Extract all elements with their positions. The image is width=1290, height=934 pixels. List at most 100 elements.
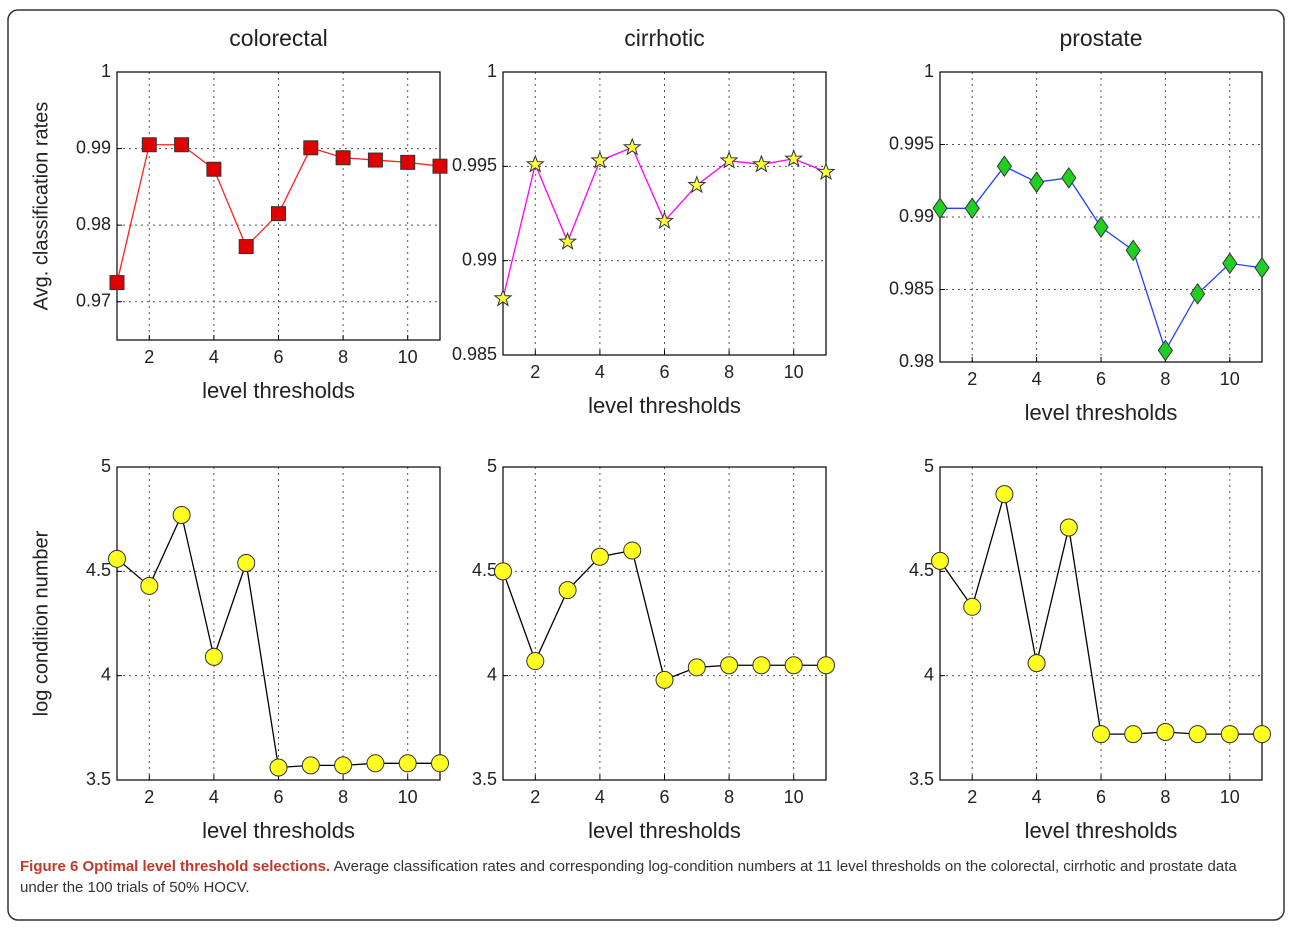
x-tick-label: 6 <box>1096 369 1106 389</box>
marker <box>622 137 642 156</box>
y-tick-label: 3.5 <box>909 769 934 789</box>
x-axis-label: level thresholds <box>1025 400 1178 425</box>
marker <box>964 197 980 220</box>
marker <box>271 206 286 222</box>
marker <box>817 656 835 675</box>
marker <box>1220 725 1239 744</box>
x-tick-label: 2 <box>144 347 154 367</box>
x-tick-label: 6 <box>1096 787 1106 807</box>
y-tick-label: 0.99 <box>462 249 497 269</box>
marker <box>784 148 804 167</box>
marker <box>335 150 351 166</box>
marker <box>558 581 577 600</box>
marker <box>655 670 674 689</box>
x-tick-label: 8 <box>1160 369 1170 389</box>
marker <box>816 162 836 181</box>
marker <box>1222 252 1238 275</box>
x-tick-label: 8 <box>338 787 348 807</box>
marker <box>1189 282 1206 305</box>
marker <box>493 288 513 307</box>
marker <box>687 175 707 194</box>
x-tick-label: 10 <box>398 347 418 367</box>
x-tick-label: 4 <box>209 787 219 807</box>
y-tick-label: 4.5 <box>909 560 934 580</box>
x-tick-label: 8 <box>724 362 734 382</box>
marker <box>654 211 675 230</box>
marker <box>174 137 190 153</box>
y-tick-label: 4 <box>487 664 497 684</box>
axes-box <box>116 466 441 781</box>
marker <box>206 161 222 177</box>
x-tick-label: 10 <box>784 787 804 807</box>
marker <box>204 647 223 666</box>
marker <box>526 652 545 671</box>
marker <box>590 150 610 169</box>
y-tick-label: 4 <box>101 664 111 684</box>
marker <box>784 656 803 675</box>
marker <box>303 140 319 156</box>
y-tick-label: 0.985 <box>452 344 497 364</box>
marker <box>431 754 449 773</box>
chart-title: prostate <box>1059 25 1142 51</box>
marker <box>1027 654 1046 673</box>
marker <box>1059 518 1078 537</box>
y-tick-label: 3.5 <box>86 769 111 789</box>
y-tick-label: 0.99 <box>899 206 934 226</box>
y-tick-label: 3.5 <box>472 769 497 789</box>
x-axis-label: level thresholds <box>1025 818 1178 843</box>
x-tick-label: 4 <box>1032 369 1042 389</box>
marker <box>237 553 256 572</box>
marker <box>334 756 353 775</box>
marker <box>1061 166 1077 189</box>
y-tick-label: 5 <box>487 456 497 476</box>
axes-box <box>502 466 827 781</box>
marker <box>995 485 1014 504</box>
y-axis-label: log condition number <box>30 530 52 716</box>
marker <box>367 152 383 168</box>
marker <box>494 562 512 581</box>
x-tick-label: 6 <box>659 787 669 807</box>
y-tick-label: 4.5 <box>86 560 111 580</box>
x-tick-label: 4 <box>209 347 219 367</box>
marker <box>1156 723 1175 742</box>
x-axis-label: level thresholds <box>202 818 355 843</box>
caption-text: Average classification rates and corresp… <box>20 858 1237 896</box>
caption-label: Figure 6 Optimal level threshold selecti… <box>20 858 331 875</box>
marker <box>719 150 739 169</box>
y-tick-label: 1 <box>487 61 497 81</box>
axes-box <box>116 71 441 341</box>
marker <box>366 754 385 773</box>
x-tick-label: 6 <box>273 787 283 807</box>
marker <box>752 656 771 675</box>
chart-title: cirrhotic <box>624 25 705 51</box>
marker <box>558 231 578 250</box>
x-tick-label: 10 <box>784 362 804 382</box>
x-tick-label: 8 <box>1160 787 1170 807</box>
y-tick-label: 0.98 <box>899 351 934 371</box>
marker <box>398 754 417 773</box>
x-tick-label: 2 <box>530 787 540 807</box>
marker <box>109 275 125 291</box>
x-tick-label: 4 <box>595 362 605 382</box>
y-tick-label: 0.985 <box>889 278 934 298</box>
x-axis-label: level thresholds <box>588 393 741 418</box>
marker <box>932 197 948 220</box>
marker <box>751 154 771 173</box>
y-tick-label: 0.995 <box>889 133 934 153</box>
marker <box>301 756 320 775</box>
marker <box>1254 256 1270 279</box>
x-tick-label: 8 <box>338 347 348 367</box>
y-tick-label: 4 <box>924 664 934 684</box>
x-tick-label: 4 <box>595 787 605 807</box>
marker <box>623 541 642 560</box>
axes-box <box>939 466 1263 781</box>
marker <box>140 576 159 595</box>
marker <box>1028 171 1045 194</box>
x-tick-label: 6 <box>273 347 283 367</box>
marker <box>687 658 706 677</box>
marker <box>400 154 416 170</box>
y-tick-label: 5 <box>101 456 111 476</box>
marker <box>108 549 126 568</box>
